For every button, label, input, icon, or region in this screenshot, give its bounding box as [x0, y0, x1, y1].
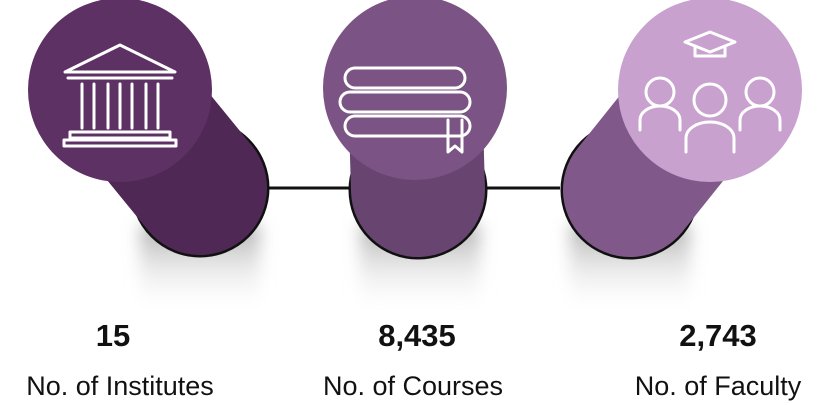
stat-value: 2,743 — [679, 318, 757, 353]
stat-label: No. of Institutes — [26, 371, 214, 401]
stat-value: 8,435 — [378, 318, 456, 353]
stat-label: No. of Courses — [323, 371, 503, 401]
stat-value: 15 — [96, 318, 130, 353]
badge-faculty — [560, 0, 802, 260]
stat-label: No. of Faculty — [635, 371, 802, 401]
badge-institutes — [28, 0, 270, 258]
badge-courses — [323, 0, 507, 260]
